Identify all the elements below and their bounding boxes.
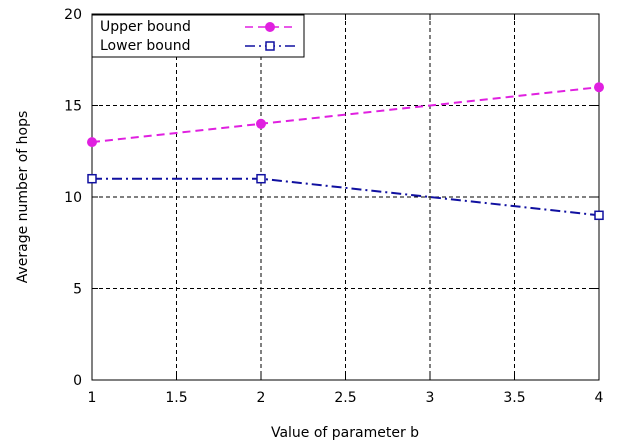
legend-label-lower: Lower bound [100, 38, 190, 54]
grid [92, 14, 599, 380]
legend: Upper bound Lower bound [91, 14, 305, 58]
series-layer [87, 82, 604, 221]
data-point-upper-bound [256, 118, 266, 129]
legend-label-upper: Upper bound [100, 19, 191, 35]
series-upper-bound [87, 82, 604, 148]
x-tick-label: 3.5 [503, 390, 525, 406]
legend-marker-upper-bound [265, 22, 275, 32]
series-lower-bound [87, 173, 604, 221]
x-tick-label: 3 [426, 390, 435, 406]
y-tick-label: 10 [64, 190, 82, 206]
data-point-lower-bound [87, 173, 97, 184]
legend-marker-lower-bound [265, 41, 275, 51]
y-tick-label: 20 [64, 7, 82, 23]
data-point-lower-bound [256, 173, 266, 184]
x-tick-label: 1 [88, 390, 97, 406]
y-tick-label: 5 [73, 282, 82, 298]
ticks: 1 1.5 2 2.5 3 3.5 4 0 5 10 15 20 [64, 7, 603, 406]
data-point-upper-bound [87, 137, 97, 148]
data-point-upper-bound [594, 82, 604, 93]
x-tick-label: 2.5 [334, 390, 356, 406]
x-tick-label: 2 [257, 390, 266, 406]
y-tick-label: 15 [64, 99, 82, 115]
x-tick-label: 4 [595, 390, 604, 406]
y-tick-label: 0 [73, 373, 82, 389]
x-tick-label: 1.5 [165, 390, 187, 406]
x-axis-label: Value of parameter b [271, 425, 419, 441]
y-axis-label: Average number of hops [15, 111, 31, 284]
data-point-lower-bound [594, 210, 604, 221]
